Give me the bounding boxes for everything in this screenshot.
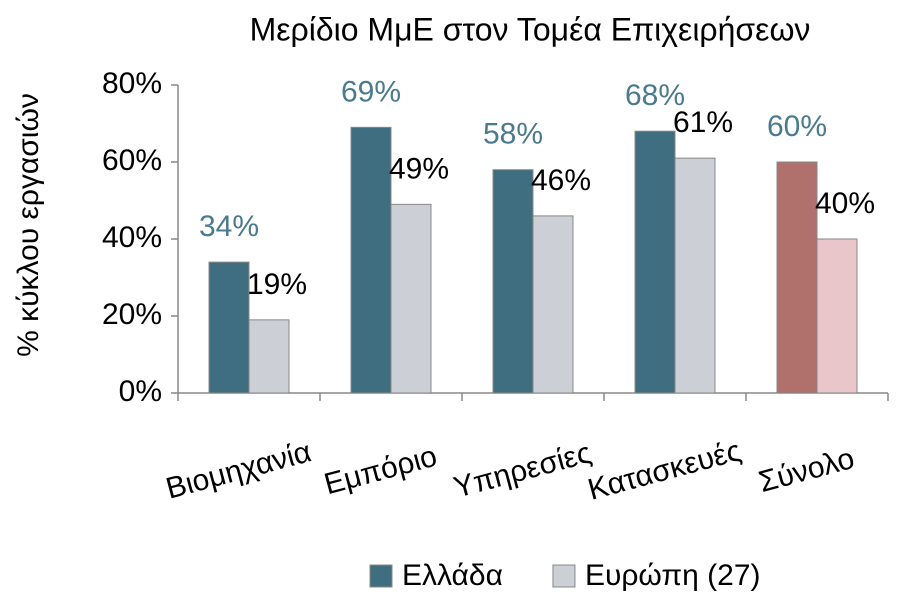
data-label: 60% [767,110,827,143]
bar [816,238,858,394]
data-label: 40% [815,187,875,220]
bar [248,319,290,394]
legend-label: Ελλάδα [402,559,503,592]
bar [390,203,432,394]
bar [492,169,534,394]
bar [674,157,716,394]
y-axis-label: % κύκλου εργασιών [12,93,45,357]
bar [532,215,574,394]
y-tick-label: 0% [119,375,162,408]
data-label: 69% [341,75,401,108]
data-label: 49% [389,152,449,185]
y-tick-label: 80% [102,67,162,100]
data-label: 58% [483,118,543,151]
y-tick-label: 20% [102,298,162,331]
bar [634,130,676,394]
data-label: 34% [199,210,259,243]
bar [208,261,250,394]
x-tick-label: Βιομηχανία [163,435,315,505]
legend-swatch [369,564,393,588]
x-tick-label: Σύνολο [755,442,858,499]
legend-swatch [552,564,576,588]
bar [350,126,392,394]
legend-label: Ευρώπη (27) [585,559,761,592]
x-tick-label: Εμπόριο [321,440,441,502]
y-tick-label: 60% [102,144,162,177]
data-label: 46% [531,164,591,197]
data-label: 19% [247,268,307,301]
chart-title: Μερίδιο ΜμΕ στον Τομέα Επιχειρήσεων [250,11,811,47]
x-tick-label: Υπηρεσίες [450,436,595,504]
data-label: 68% [625,79,685,112]
data-label: 61% [673,106,733,139]
y-tick-label: 40% [102,221,162,254]
bar [776,161,818,394]
x-tick-label: Κατασκευές [585,434,745,506]
